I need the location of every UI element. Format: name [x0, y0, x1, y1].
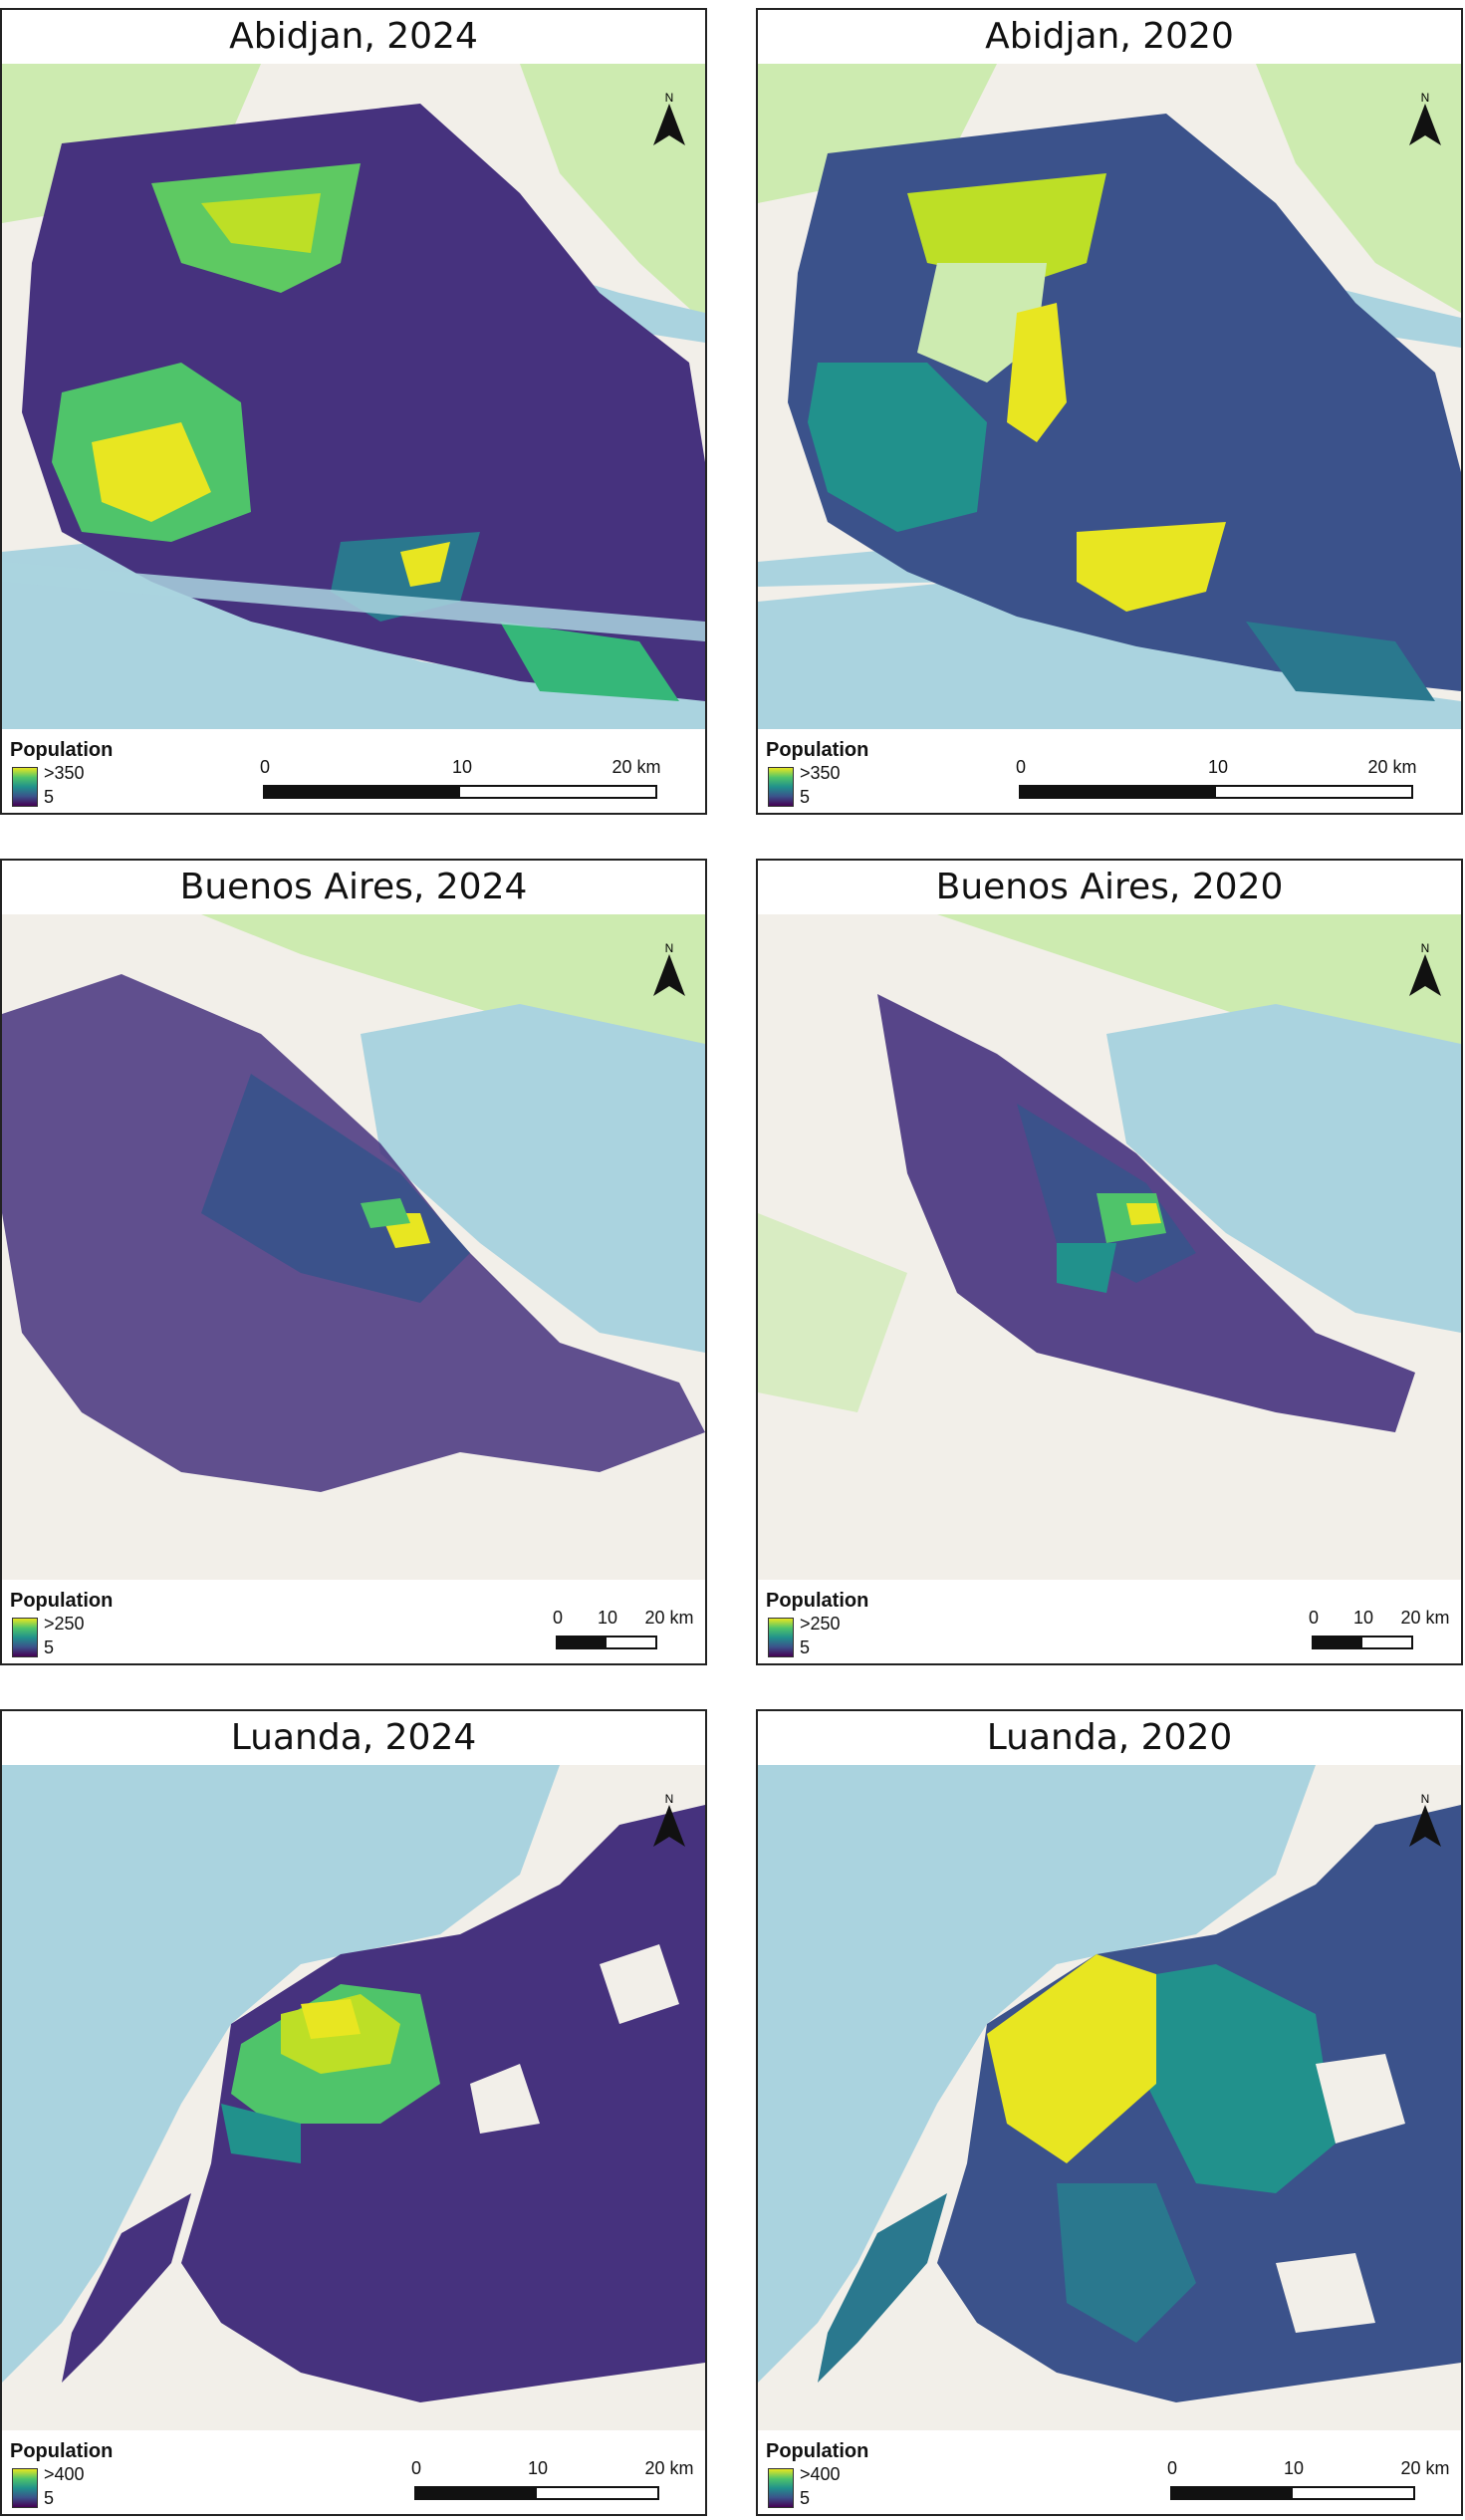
svg-text:N: N	[665, 91, 674, 105]
scale-label-20: 20 km	[1400, 2458, 1450, 2478]
legend-title: Population	[766, 2440, 869, 2462]
map-area[interactable]	[758, 64, 1461, 729]
scale-label-10: 10	[597, 1608, 618, 1628]
legend-max-label: >350	[800, 763, 841, 783]
north-arrow-icon: N	[649, 940, 689, 1000]
scale-bar: 0 10 20 km	[1166, 2458, 1461, 2512]
scale-label-10: 10	[451, 757, 473, 777]
legend-title: Population	[766, 739, 869, 761]
legend-min-label: 5	[44, 787, 55, 807]
scale-label-0: 0	[259, 757, 271, 777]
scale-bar: 0 10 20 km	[259, 757, 661, 811]
legend-max-label: >400	[800, 2464, 841, 2484]
panel-buenos-aires-2024: Buenos Aires, 2024 N Population >250 5 0…	[0, 859, 707, 1665]
legend-color-ramp	[12, 767, 38, 807]
population-map	[758, 914, 1461, 1580]
scale-label-20: 20 km	[611, 757, 661, 777]
legend-min-label: 5	[800, 2488, 811, 2508]
legend-title: Population	[10, 1590, 114, 1612]
panel-luanda-2024: Luanda, 2024 N Population >400 5 0 10 20…	[0, 1709, 707, 2516]
scale-label-10: 10	[1283, 2458, 1305, 2478]
scale-label-0: 0	[1166, 2458, 1178, 2478]
legend-color-ramp	[12, 1618, 38, 1657]
panel-title: Luanda, 2024	[230, 1717, 477, 1758]
scale-bar-rect	[1019, 785, 1413, 799]
panel-abidjan-2020: Abidjan, 2020 N Population >350 5 0 10 2	[756, 8, 1463, 815]
panel-luanda-2020: Luanda, 2020 N Population >400 5 0 10 20…	[756, 1709, 1463, 2516]
map-area[interactable]	[2, 914, 705, 1580]
legend-min-label: 5	[44, 2488, 55, 2508]
legend-color-ramp	[768, 1618, 794, 1657]
legend-max-label: >250	[800, 1614, 841, 1634]
legend-min-label: 5	[800, 787, 811, 807]
map-area[interactable]	[2, 64, 705, 729]
population-map	[2, 1765, 705, 2430]
scale-bar-rect	[263, 785, 657, 799]
scale-label-10: 10	[1207, 757, 1229, 777]
scale-label-0: 0	[1308, 1608, 1320, 1628]
legend-min-label: 5	[44, 1638, 55, 1657]
scale-label-0: 0	[1015, 757, 1027, 777]
svg-text:N: N	[1421, 91, 1430, 105]
legend-color-ramp	[768, 767, 794, 807]
map-area[interactable]	[758, 914, 1461, 1580]
panel-title: Abidjan, 2024	[229, 16, 478, 57]
legend-color-ramp	[768, 2468, 794, 2508]
scale-label-10: 10	[527, 2458, 549, 2478]
legend-max-label: >400	[44, 2464, 85, 2484]
population-map	[2, 914, 705, 1580]
scale-bar-rect	[1170, 2486, 1415, 2500]
scale-label-0: 0	[552, 1608, 564, 1628]
map-area[interactable]	[2, 1765, 705, 2430]
scale-bar-rect	[1312, 1636, 1413, 1649]
scale-label-20: 20 km	[1367, 757, 1417, 777]
scale-label-20: 20 km	[644, 1608, 694, 1628]
panel-buenos-aires-2020: Buenos Aires, 2020 N Population >250 5 0…	[756, 859, 1463, 1665]
map-area[interactable]	[758, 1765, 1461, 2430]
scale-bar: 0 10 20 km	[552, 1608, 705, 1661]
population-map	[758, 64, 1461, 729]
panel-title: Buenos Aires, 2024	[179, 867, 528, 907]
population-map	[758, 1765, 1461, 2430]
legend-max-label: >250	[44, 1614, 85, 1634]
north-arrow-icon: N	[1405, 940, 1445, 1000]
scale-bar-rect	[414, 2486, 659, 2500]
svg-text:N: N	[1421, 1792, 1430, 1806]
svg-text:N: N	[1421, 941, 1430, 955]
scale-label-20: 20 km	[644, 2458, 694, 2478]
scale-bar: 0 10 20 km	[1015, 757, 1417, 811]
scale-bar-rect	[556, 1636, 657, 1649]
panel-title: Buenos Aires, 2020	[935, 867, 1284, 907]
panel-title: Luanda, 2020	[986, 1717, 1233, 1758]
legend-min-label: 5	[800, 1638, 811, 1657]
legend-max-label: >350	[44, 763, 85, 783]
panel-abidjan-2024: Abidjan, 2024 N Population >350 5	[0, 8, 707, 815]
legend-color-ramp	[12, 2468, 38, 2508]
legend-title: Population	[766, 1590, 869, 1612]
legend-title: Population	[10, 739, 114, 761]
svg-text:N: N	[665, 1792, 674, 1806]
scale-label-20: 20 km	[1400, 1608, 1450, 1628]
panel-title: Abidjan, 2020	[985, 16, 1234, 57]
scale-label-0: 0	[410, 2458, 422, 2478]
north-arrow-icon: N	[649, 1791, 689, 1851]
north-arrow-icon: N	[1405, 90, 1445, 149]
north-arrow-icon: N	[649, 90, 689, 149]
scale-bar: 0 10 20 km	[1308, 1608, 1461, 1661]
population-map	[2, 64, 705, 729]
legend-title: Population	[10, 2440, 114, 2462]
north-arrow-icon: N	[1405, 1791, 1445, 1851]
scale-label-10: 10	[1352, 1608, 1374, 1628]
svg-text:N: N	[665, 941, 674, 955]
scale-bar: 0 10 20 km	[410, 2458, 705, 2512]
